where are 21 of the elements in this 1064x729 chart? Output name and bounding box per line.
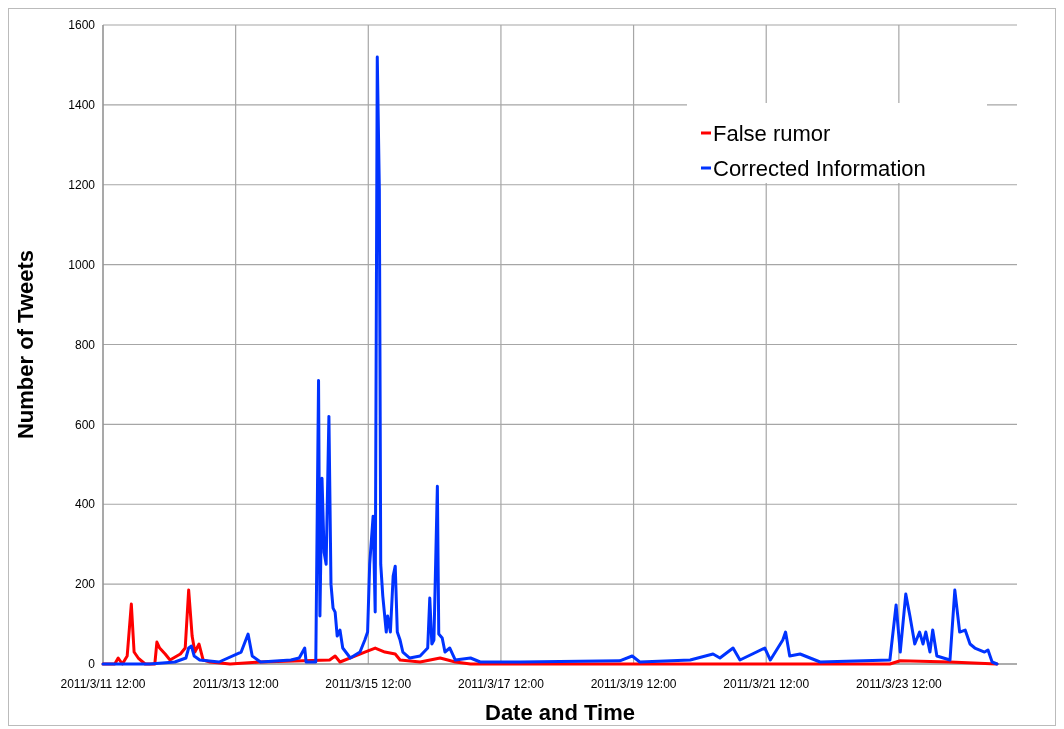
x-tick-label: 2011/3/15 12:00	[325, 677, 412, 691]
y-tick-label: 1400	[68, 98, 96, 113]
legend-label: Corrected Information	[713, 155, 926, 181]
x-tick-label: 2011/3/23 12:00	[855, 677, 943, 691]
x-tick-label: 2011/3/17 12:00	[458, 677, 545, 691]
y-tick-label: 1000	[68, 257, 96, 272]
x-tick-label: 2011/3/21 12:00	[723, 677, 810, 691]
y-tick-label: 600	[74, 417, 96, 432]
y-tick-label: 400	[74, 497, 96, 512]
legend-label: False rumor	[713, 120, 831, 146]
y-tick-label: 1200	[68, 177, 96, 192]
y-axis-title: Number of Tweets	[13, 249, 38, 440]
y-tick-label: 1600	[68, 18, 96, 33]
x-axis-title: Date and Time	[485, 700, 635, 725]
x-tick-label: 2011/3/13 12:00	[192, 677, 279, 691]
y-tick-label: 800	[74, 337, 96, 352]
line-series	[101, 55, 999, 666]
y-tick-label: 0	[88, 657, 96, 672]
x-tick-label: 2011/3/19 12:00	[590, 677, 677, 691]
x-tick-label: 2011/3/11 12:00	[60, 677, 146, 691]
y-tick-label: 200	[74, 577, 96, 592]
